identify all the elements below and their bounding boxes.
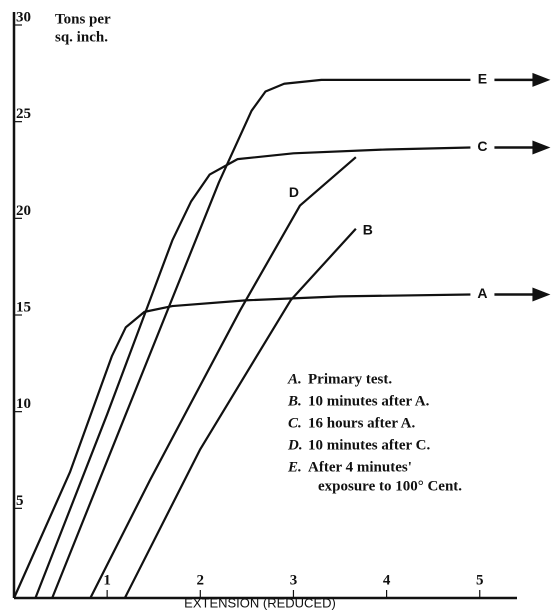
legend-text: 10 minutes after A.: [308, 393, 430, 409]
curve: [89, 156, 357, 599]
legend-text: Primary test.: [308, 371, 392, 387]
curve: [51, 78, 471, 599]
legend-key: E.: [287, 459, 302, 475]
legend-key: A.: [287, 371, 302, 387]
y-tick-label: 10: [16, 396, 31, 412]
y-axis-label: sq. inch.: [55, 29, 108, 45]
legend-text: 16 hours after A.: [308, 415, 415, 431]
x-tick-label: 1: [103, 572, 111, 588]
legend-key: B.: [287, 393, 302, 409]
y-tick-label: 20: [16, 203, 31, 219]
y-axis-label: Tons per: [55, 11, 111, 27]
legend-text: exposure to 100° Cent.: [318, 478, 462, 494]
curve-label: A: [477, 285, 487, 301]
curve: [123, 227, 357, 599]
curve-label: E: [478, 71, 487, 87]
x-tick-label: 2: [197, 572, 205, 588]
y-tick-label: 15: [16, 299, 31, 315]
legend-key: D.: [287, 437, 303, 453]
y-tick-label: 25: [16, 106, 31, 122]
legend-key: C.: [288, 415, 302, 431]
y-tick-label: 5: [16, 493, 24, 509]
y-tick-label: 30: [16, 9, 31, 25]
x-tick-label: 3: [290, 572, 298, 588]
curve-label: C: [477, 138, 487, 154]
curve-label: B: [363, 221, 373, 237]
x-tick-label: 5: [476, 572, 484, 588]
arrow-head: [532, 72, 551, 87]
arrow-head: [532, 287, 551, 302]
legend-text: 10 minutes after C.: [308, 437, 430, 453]
curve: [34, 146, 471, 599]
arrow-head: [532, 140, 551, 155]
curve-label: D: [289, 184, 299, 200]
x-tick-label: 4: [383, 572, 391, 588]
legend-text: After 4 minutes': [308, 459, 412, 475]
